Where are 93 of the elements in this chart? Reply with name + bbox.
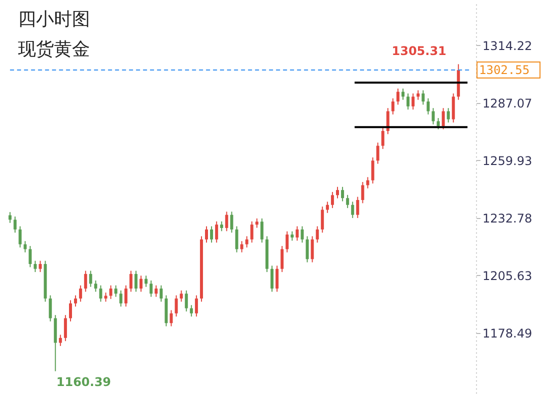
candlestick	[68, 300, 72, 322]
candlestick	[129, 270, 132, 292]
candlestick	[18, 226, 22, 248]
candlestick	[34, 260, 37, 273]
candlestick	[426, 98, 430, 115]
candlestick	[391, 98, 394, 115]
candlestick	[28, 245, 32, 268]
candlestick	[316, 226, 319, 244]
candlestick	[150, 280, 153, 298]
chart-title: 四小时图	[18, 9, 90, 30]
candlestick	[300, 226, 304, 244]
candlestick	[190, 304, 193, 318]
candlestick	[84, 270, 88, 292]
candlestick	[356, 196, 360, 219]
candlestick	[154, 284, 158, 298]
candlestick	[109, 284, 112, 300]
candlestick	[220, 220, 224, 232]
y-tick-label: 1205.63	[482, 268, 532, 283]
candlestick	[14, 216, 17, 234]
y-tick-label: 1232.78	[482, 211, 532, 226]
annotation: 1305.31	[392, 44, 446, 58]
candlestick	[215, 220, 218, 244]
candlestick	[412, 92, 415, 110]
y-tick-label: 1259.93	[482, 154, 532, 168]
candlestick	[160, 284, 163, 302]
candlestick	[270, 265, 274, 292]
candlestick	[290, 230, 294, 242]
candlestick	[64, 314, 67, 342]
candlestick	[250, 220, 254, 244]
annotation: 1160.39	[56, 375, 112, 390]
candlestick	[170, 310, 173, 327]
candlestick	[48, 294, 52, 322]
candlestick	[245, 236, 248, 248]
candlestick	[140, 275, 143, 292]
candlestick	[184, 290, 188, 312]
ref-line-label: 1302.55	[479, 63, 530, 78]
candlestick	[366, 176, 370, 189]
candlestick	[38, 260, 42, 273]
candlestick	[124, 284, 128, 308]
candlestick	[99, 284, 102, 302]
candlestick	[351, 201, 354, 219]
candlestick	[432, 108, 435, 125]
candlestick	[371, 156, 374, 184]
candlestick	[194, 294, 198, 318]
candlestick	[235, 226, 238, 253]
candlestick	[255, 218, 258, 228]
y-tick-label: 1287.07	[482, 96, 532, 110]
candlestick	[276, 265, 279, 292]
candlestick	[416, 90, 420, 100]
candlestick	[286, 230, 289, 253]
candlestick	[326, 201, 329, 214]
text: 现货黄金	[18, 39, 90, 60]
candlestick	[94, 280, 98, 292]
candlestick	[310, 236, 314, 263]
y-tick-label: 1178.49	[482, 326, 532, 340]
candlestick	[396, 88, 400, 106]
candlestick	[119, 290, 122, 308]
candlestick	[58, 334, 62, 346]
candlestick	[280, 245, 284, 273]
candlestick	[401, 88, 404, 100]
candlestick	[442, 108, 445, 130]
candlestick	[336, 186, 339, 199]
candlestick	[452, 92, 455, 123]
candlestick	[296, 226, 299, 242]
y-tick-label: 1314.22	[482, 38, 532, 53]
candlestick	[8, 212, 12, 224]
candlestick	[346, 194, 350, 209]
candlestick	[205, 226, 208, 244]
candlestick	[341, 186, 344, 202]
candlestick	[225, 211, 228, 232]
candlestick	[406, 92, 410, 110]
candlestick	[210, 226, 214, 244]
candlestick	[381, 127, 384, 150]
candlestick	[320, 206, 324, 234]
candlestick	[361, 182, 364, 204]
candlestick	[114, 284, 118, 298]
candlestick	[134, 270, 138, 292]
candlestick	[174, 294, 178, 318]
candlestick	[144, 275, 148, 288]
candlestick	[24, 240, 27, 253]
candlestick	[104, 292, 108, 302]
candlestick	[74, 294, 78, 308]
candlestick	[446, 108, 450, 123]
candlestick	[376, 142, 380, 164]
candlestick	[240, 240, 244, 253]
candlestick	[89, 270, 92, 288]
candlestick	[180, 290, 183, 302]
candlestick	[230, 211, 234, 234]
candlestick	[422, 90, 425, 106]
candlestick	[306, 236, 309, 263]
candlestick	[330, 191, 334, 209]
candlestick	[260, 218, 264, 244]
candlestick	[79, 284, 82, 302]
